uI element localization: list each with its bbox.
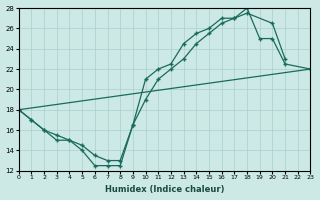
X-axis label: Humidex (Indice chaleur): Humidex (Indice chaleur)	[105, 185, 224, 194]
